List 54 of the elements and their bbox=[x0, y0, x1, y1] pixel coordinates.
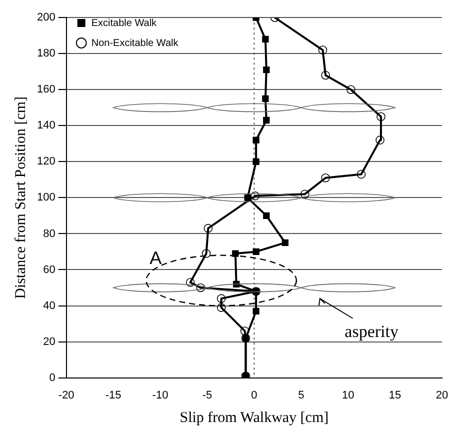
x-tick-label: 10 bbox=[342, 389, 354, 402]
point bbox=[262, 36, 269, 43]
point bbox=[232, 250, 239, 257]
point bbox=[263, 116, 270, 124]
point bbox=[186, 278, 195, 287]
y-tick-label: 60 bbox=[43, 264, 56, 276]
point bbox=[318, 46, 328, 54]
point bbox=[376, 112, 386, 122]
point bbox=[204, 224, 213, 233]
point bbox=[252, 158, 260, 166]
x-tick-label: 20 bbox=[436, 389, 448, 402]
y-tick-label: 140 bbox=[36, 120, 56, 132]
point bbox=[300, 190, 310, 198]
x-axis-title: Slip from Walkway [cm] bbox=[180, 410, 329, 426]
point bbox=[244, 194, 251, 202]
legend-label: Excitable Walk bbox=[91, 18, 158, 29]
point bbox=[250, 192, 260, 200]
y-tick-label: 0 bbox=[49, 372, 56, 384]
point bbox=[252, 308, 260, 314]
y-tick-label: 40 bbox=[43, 300, 56, 312]
point bbox=[252, 136, 260, 144]
x-tick-label: -5 bbox=[202, 389, 212, 402]
point bbox=[282, 239, 288, 246]
point bbox=[346, 85, 356, 94]
point bbox=[376, 136, 384, 144]
point bbox=[240, 326, 250, 336]
annotation: asperity bbox=[344, 322, 399, 342]
point bbox=[262, 95, 269, 102]
point bbox=[252, 248, 260, 256]
point bbox=[216, 294, 226, 303]
legend-label: Non-Excitable Walk bbox=[91, 38, 180, 49]
x-tick-label: 15 bbox=[388, 389, 402, 402]
point bbox=[263, 212, 270, 220]
y-tick-label: 100 bbox=[36, 192, 56, 204]
x-tick-label: 0 bbox=[251, 389, 258, 402]
point bbox=[321, 70, 330, 80]
y-tick-label: 20 bbox=[43, 336, 56, 348]
x-tick-label: 5 bbox=[298, 389, 304, 402]
y-axis-title: Distance from Start Position [cm] bbox=[12, 96, 29, 299]
x-tick-label: -10 bbox=[152, 389, 168, 402]
x-tick-label: -20 bbox=[58, 389, 74, 402]
y-tick-label: 80 bbox=[43, 228, 56, 240]
annotation: A bbox=[150, 248, 162, 268]
point bbox=[321, 173, 330, 182]
y-tick-label: 180 bbox=[36, 48, 56, 60]
x-tick-label: -15 bbox=[105, 389, 122, 402]
point bbox=[263, 66, 270, 74]
point bbox=[216, 303, 226, 312]
point bbox=[196, 283, 206, 292]
y-tick-label: 160 bbox=[36, 84, 56, 96]
y-tick-label: 200 bbox=[36, 12, 56, 24]
y-tick-label: 120 bbox=[36, 156, 56, 168]
point bbox=[202, 249, 211, 258]
point bbox=[356, 170, 366, 179]
